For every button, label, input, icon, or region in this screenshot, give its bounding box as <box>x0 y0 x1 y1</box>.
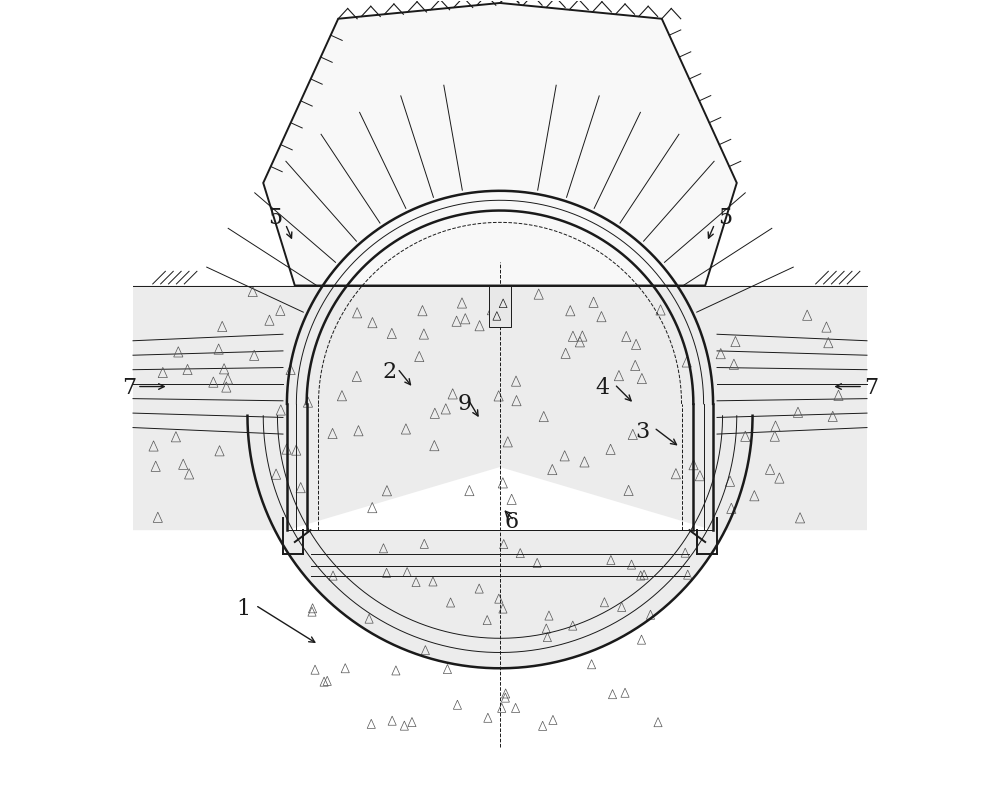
Polygon shape <box>263 3 737 285</box>
Text: 5: 5 <box>268 208 282 230</box>
Text: 3: 3 <box>635 421 649 443</box>
Bar <box>489 285 511 326</box>
Polygon shape <box>133 191 867 530</box>
Text: 7: 7 <box>864 377 878 399</box>
Text: 5: 5 <box>718 208 732 230</box>
Text: 9: 9 <box>457 393 472 415</box>
Text: 1: 1 <box>236 598 251 620</box>
Text: 6: 6 <box>505 512 519 533</box>
Polygon shape <box>247 416 753 668</box>
Text: 4: 4 <box>596 377 610 399</box>
Text: 7: 7 <box>122 377 136 399</box>
Text: 2: 2 <box>382 361 397 383</box>
